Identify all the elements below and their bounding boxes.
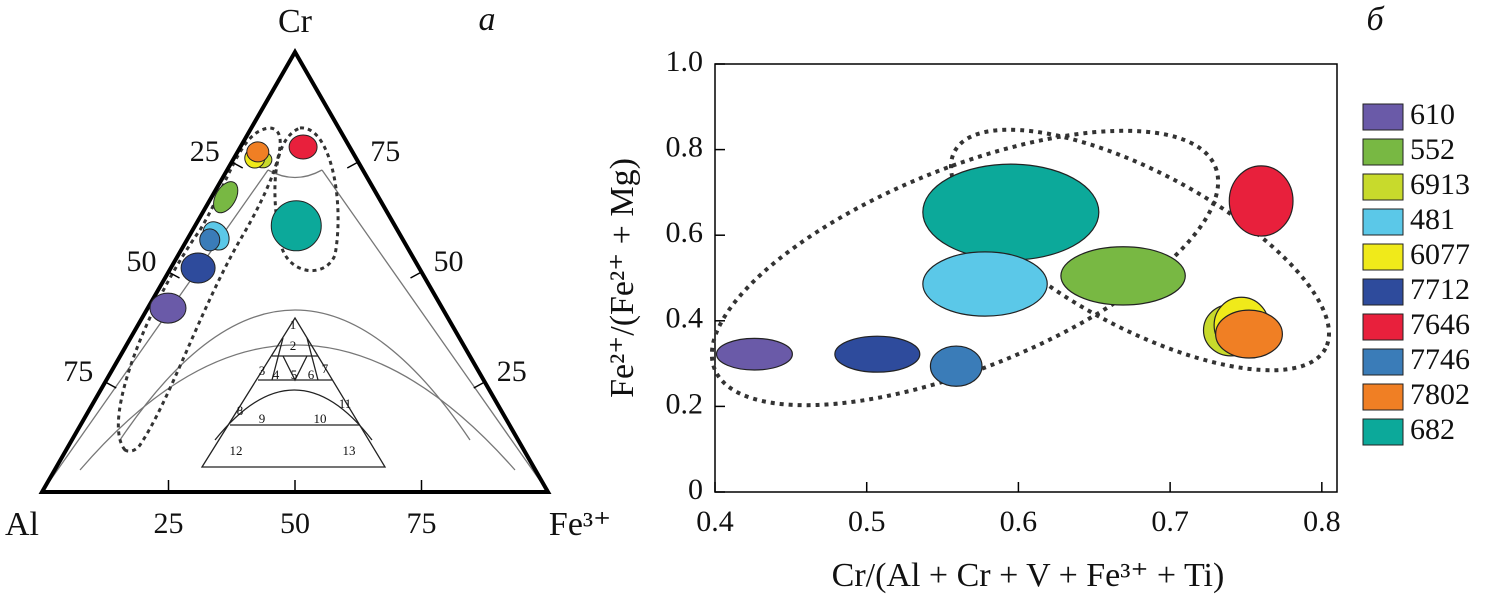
field-label: 10 (314, 411, 327, 426)
composition-point (213, 181, 239, 214)
tick-label: 75 (370, 135, 400, 168)
field-label: 2 (290, 338, 297, 353)
y-tick-label: 1.0 (666, 45, 704, 78)
legend-label: 682 (1410, 413, 1455, 446)
composition-point (199, 228, 221, 252)
legend-swatch (1362, 103, 1404, 131)
x-tick-label: 0.7 (1151, 505, 1189, 538)
legend-swatch (1362, 278, 1404, 306)
composition-point (149, 292, 187, 324)
composition-point (246, 141, 270, 163)
data-ellipse (922, 251, 1048, 317)
inset (200, 316, 387, 468)
y-tick-label: 0 (688, 473, 703, 506)
corner-label: Cr (278, 3, 313, 40)
data-ellipse (1228, 165, 1294, 237)
tick-label: 75 (407, 507, 437, 540)
tick-mark (473, 381, 486, 389)
legend-swatch (1362, 383, 1404, 411)
field-label: 8 (237, 403, 244, 418)
tick-label: 50 (434, 245, 464, 278)
legend-swatch (1362, 138, 1404, 166)
tick-mark (231, 161, 244, 169)
tick-label: 25 (154, 507, 184, 540)
legend-swatch (1362, 313, 1404, 341)
field-label: 1 (290, 317, 297, 332)
data-ellipse (922, 163, 1100, 261)
data-ellipse (1215, 309, 1283, 359)
ternary-guides (41, 169, 549, 493)
tick-mark (104, 381, 117, 389)
tick-mark (346, 161, 359, 169)
y-tick-label: 0.4 (666, 302, 704, 335)
field-label: 13 (343, 443, 356, 458)
field-label: 12 (230, 443, 243, 458)
data-ellipse (1060, 246, 1186, 306)
y-tick-label: 0.6 (666, 216, 704, 249)
data-ellipse (929, 345, 983, 387)
composition-point (180, 252, 216, 284)
field-label: 4 (273, 367, 280, 382)
legend-label: 7746 (1410, 343, 1470, 376)
data-ellipse (715, 337, 793, 371)
panel-label: а (479, 1, 496, 38)
legend-label: 7712 (1410, 273, 1470, 306)
legend-label: 481 (1410, 203, 1455, 236)
tick-label: 25 (497, 355, 527, 388)
tick-label: 50 (127, 245, 157, 278)
panel-label: б (1366, 1, 1385, 38)
composition-point (270, 200, 322, 252)
legend-label: 552 (1410, 133, 1455, 166)
plot-frame (714, 63, 1338, 493)
legend-label: 7646 (1410, 308, 1470, 341)
tick-mark (410, 271, 422, 279)
legend-label: 610 (1410, 98, 1455, 131)
legend-swatch (1362, 348, 1404, 376)
y-axis-title: Fe²⁺/(Fe²⁺ + Mg) (604, 158, 641, 398)
field-label: 11 (339, 396, 352, 411)
field-label: 7 (322, 361, 329, 376)
x-tick-label: 0.5 (848, 505, 886, 538)
scatter-fields (709, 127, 1332, 408)
legend-swatch (1362, 243, 1404, 271)
tick-mark (168, 271, 180, 279)
corner-label: Fe³⁺ (549, 506, 611, 543)
x-tick-label: 0.6 (1000, 505, 1038, 538)
x-tick-label: 0.4 (696, 505, 734, 538)
corner-label: Al (5, 506, 39, 543)
tick-label: 25 (190, 135, 220, 168)
field-label: 3 (259, 363, 266, 378)
x-tick-label: 0.8 (1303, 505, 1341, 538)
tick-label: 50 (280, 507, 310, 540)
x-axis-title: Cr/(Al + Cr + V + Fe³⁺ + Ti) (832, 557, 1225, 594)
field-label: 6 (308, 367, 315, 382)
legend-swatch (1362, 418, 1404, 446)
field-label: 5 (291, 367, 298, 382)
data-ellipse (834, 335, 921, 373)
y-tick-label: 0.8 (666, 130, 704, 163)
y-tick-label: 0.2 (666, 387, 704, 420)
legend-swatch (1362, 173, 1404, 201)
composition-point (288, 134, 318, 160)
legend-label: 7802 (1410, 378, 1470, 411)
legend-swatch (1362, 208, 1404, 236)
legend-label: 6077 (1410, 238, 1470, 271)
field-label: 9 (259, 411, 266, 426)
tick-label: 75 (63, 355, 93, 388)
legend-label: 6913 (1410, 168, 1470, 201)
